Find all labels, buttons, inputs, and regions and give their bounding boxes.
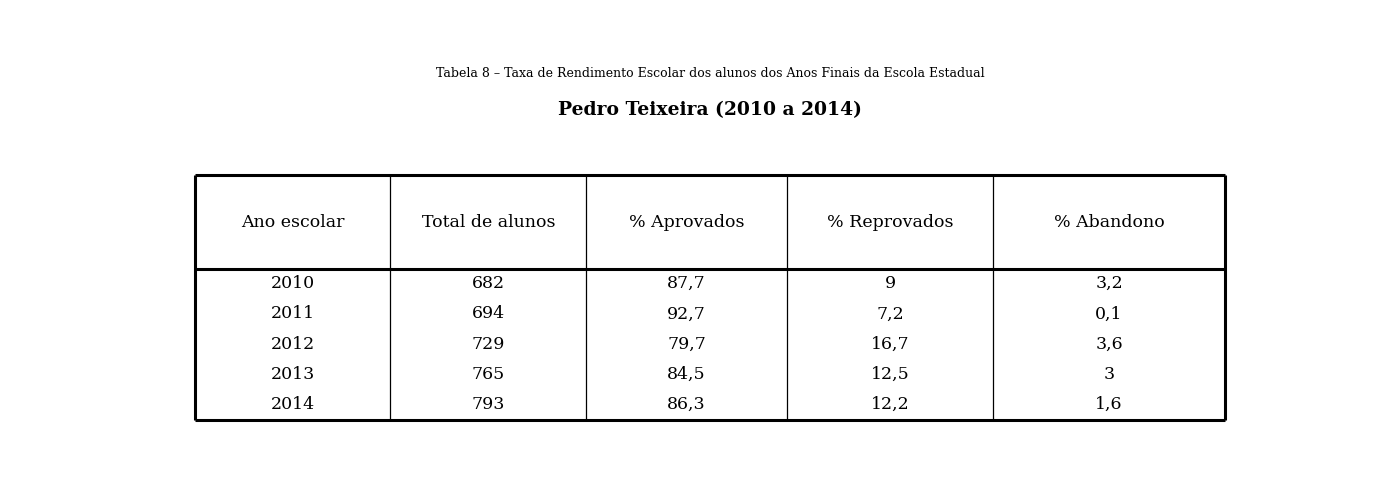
Text: 3: 3 — [1104, 366, 1115, 383]
Text: 2012: 2012 — [270, 335, 314, 353]
Text: Total de alunos: Total de alunos — [421, 213, 555, 230]
Text: 0,1: 0,1 — [1096, 305, 1123, 322]
Text: 3,2: 3,2 — [1096, 275, 1123, 292]
Text: 87,7: 87,7 — [668, 275, 706, 292]
Text: 682: 682 — [472, 275, 504, 292]
Text: % Reprovados: % Reprovados — [827, 213, 953, 230]
Text: 12,2: 12,2 — [871, 396, 910, 413]
Text: 9: 9 — [885, 275, 896, 292]
Text: 12,5: 12,5 — [871, 366, 910, 383]
Text: 84,5: 84,5 — [668, 366, 706, 383]
Text: 1,6: 1,6 — [1096, 396, 1123, 413]
Text: 2011: 2011 — [270, 305, 314, 322]
Text: 79,7: 79,7 — [668, 335, 706, 353]
Text: Tabela 8 – Taxa de Rendimento Escolar dos alunos dos Anos Finais da Escola Estad: Tabela 8 – Taxa de Rendimento Escolar do… — [435, 67, 985, 80]
Text: 2010: 2010 — [270, 275, 314, 292]
Text: 694: 694 — [472, 305, 504, 322]
Text: 92,7: 92,7 — [668, 305, 706, 322]
Text: 16,7: 16,7 — [871, 335, 910, 353]
Text: Pedro Teixeira (2010 a 2014): Pedro Teixeira (2010 a 2014) — [558, 101, 861, 119]
Text: Ano escolar: Ano escolar — [241, 213, 345, 230]
Text: 729: 729 — [471, 335, 506, 353]
Text: 86,3: 86,3 — [668, 396, 706, 413]
Text: 2013: 2013 — [270, 366, 314, 383]
Text: 2014: 2014 — [270, 396, 314, 413]
Text: 765: 765 — [472, 366, 506, 383]
Text: 3,6: 3,6 — [1096, 335, 1123, 353]
Text: 7,2: 7,2 — [877, 305, 904, 322]
Text: % Aprovados: % Aprovados — [629, 213, 744, 230]
Text: % Abandono: % Abandono — [1054, 213, 1165, 230]
Text: 793: 793 — [471, 396, 506, 413]
